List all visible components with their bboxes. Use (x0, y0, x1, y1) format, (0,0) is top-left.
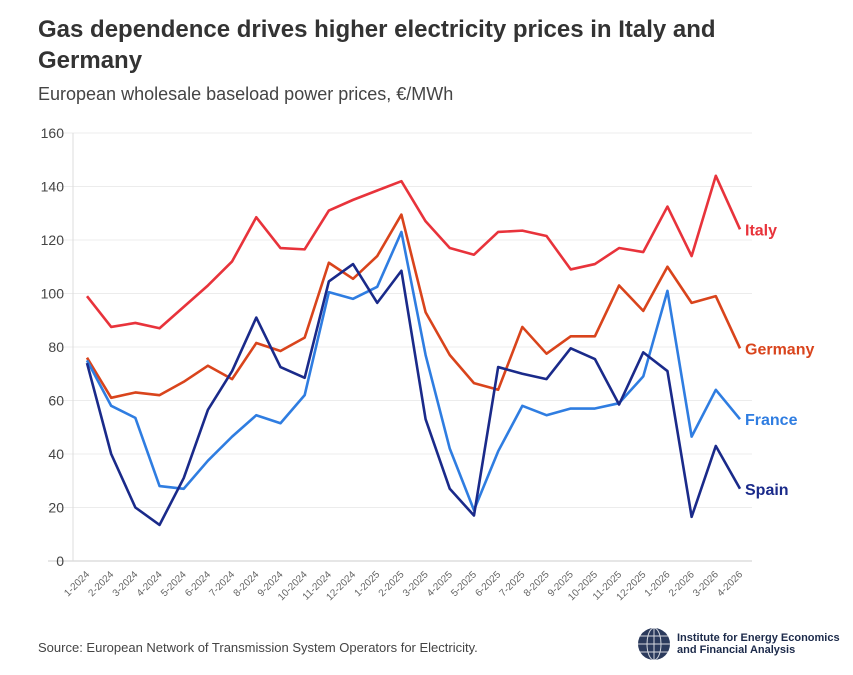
x-tick-label: 7-2025 (498, 569, 528, 599)
x-tick-label: 1-2026 (643, 569, 673, 599)
x-tick-label: 1-2025 (353, 569, 383, 599)
x-tick-label: 1-2024 (62, 569, 92, 599)
x-tick-label: 4-2026 (715, 569, 745, 599)
series-line-italy (85, 174, 742, 330)
chart-subtitle: European wholesale baseload power prices… (38, 84, 454, 104)
x-tick-label: 3-2026 (691, 569, 721, 599)
x-tick-label: 7-2024 (207, 569, 237, 599)
y-tick-label: 40 (48, 446, 64, 462)
x-tick-label: 8-2024 (232, 569, 262, 599)
x-tick-label: 3-2024 (111, 569, 141, 599)
x-tick-label: 4-2025 (425, 569, 455, 599)
y-tick-label: 20 (48, 500, 64, 516)
y-tick-label: 80 (48, 339, 64, 355)
x-tick-label: 5-2025 (449, 569, 479, 599)
y-tick-label: 160 (41, 125, 65, 141)
logo-line-2: and Financial Analysis (677, 644, 796, 656)
y-tick-label: 140 (41, 179, 65, 195)
series-line-france (85, 230, 742, 512)
x-tick-label: 3-2025 (401, 569, 431, 599)
chart-title: Gas dependence drives higher electricity… (38, 16, 716, 74)
iieefa-logo: Institute for Energy Economics and Finan… (637, 627, 840, 661)
logo-line-1: Institute for Energy Economics (677, 632, 840, 644)
series-label-germany: Germany (745, 341, 814, 358)
source-note: Source: European Network of Transmission… (38, 640, 478, 655)
series-label-italy: Italy (745, 222, 777, 239)
y-tick-label: 60 (48, 393, 64, 409)
x-tick-label: 6-2024 (183, 569, 213, 599)
globe-icon (638, 627, 670, 661)
series-label-spain: Spain (745, 482, 789, 499)
x-tick-label: 5-2024 (159, 569, 189, 599)
y-tick-label: 120 (41, 232, 65, 248)
y-tick-label: 0 (56, 553, 64, 569)
series-label-france: France (745, 412, 798, 429)
x-tick-label: 6-2025 (473, 569, 503, 599)
x-tick-label: 2-2025 (377, 569, 407, 599)
x-tick-label: 2-2026 (667, 569, 697, 599)
series-line-spain (85, 262, 742, 527)
y-tick-label: 100 (41, 286, 65, 302)
x-tick-label: 2-2024 (87, 569, 117, 599)
x-tick-label: 4-2024 (135, 569, 165, 599)
series-line-germany (85, 213, 742, 400)
x-tick-label: 8-2025 (522, 569, 552, 599)
